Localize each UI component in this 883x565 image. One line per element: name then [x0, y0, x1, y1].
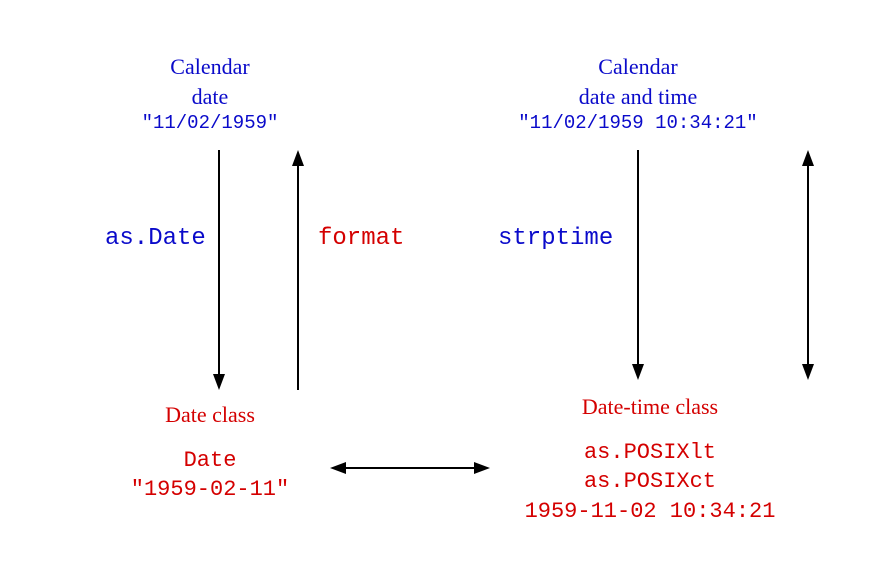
calendar-datetime-block: Calendar date and time "11/02/1959 10:34…: [488, 52, 788, 137]
datetime-class-block: Date-time class as.POSIXlt as.POSIXct 19…: [490, 392, 810, 527]
date-class-block: Date class Date "1959-02-11": [90, 400, 330, 505]
asdate-label: as.Date: [105, 225, 206, 252]
strptime-label: strptime: [498, 225, 613, 252]
calendar-datetime-line1: Calendar: [488, 52, 788, 82]
datetime-class-code3: 1959-11-02 10:34:21: [490, 497, 810, 527]
date-class-code2: "1959-02-11": [90, 475, 330, 505]
calendar-datetime-example: "11/02/1959 10:34:21": [488, 111, 788, 137]
arrow-down-left: [211, 150, 231, 390]
calendar-date-line2: date: [100, 82, 320, 112]
calendar-date-line1: Calendar: [100, 52, 320, 82]
datetime-class-heading: Date-time class: [490, 392, 810, 422]
calendar-date-block: Calendar date "11/02/1959": [100, 52, 320, 137]
calendar-datetime-line2: date and time: [488, 82, 788, 112]
arrow-up-center: [290, 150, 310, 390]
calendar-date-example: "11/02/1959": [100, 111, 320, 137]
date-class-code1: Date: [90, 446, 330, 476]
date-class-heading: Date class: [90, 400, 330, 430]
arrow-double-bottom: [330, 460, 490, 480]
arrow-double-farright: [800, 150, 820, 380]
format-label: format: [318, 225, 404, 252]
datetime-class-code2: as.POSIXct: [490, 467, 810, 497]
datetime-class-code1: as.POSIXlt: [490, 438, 810, 468]
arrow-down-right: [630, 150, 650, 380]
